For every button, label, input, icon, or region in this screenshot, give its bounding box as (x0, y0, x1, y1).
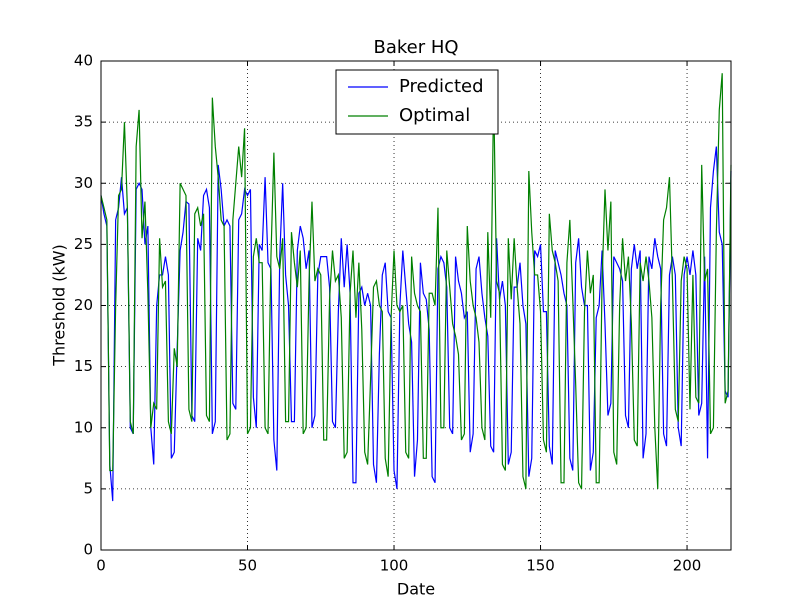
y-tick-label: 30 (74, 174, 93, 192)
data-line (100, 73, 732, 490)
y-tick-label: 20 (74, 296, 93, 314)
y-tick-label: 0 (83, 541, 93, 559)
x-tick-label: 100 (380, 557, 409, 575)
legend-label: Predicted (399, 76, 484, 97)
y-tick-label: 15 (74, 357, 93, 375)
legend: Predicted Optimal (335, 69, 499, 135)
plot-frame (100, 60, 732, 551)
y-tick-label: 25 (74, 235, 93, 253)
legend-box (335, 69, 499, 135)
y-tick-label: 5 (83, 479, 93, 497)
x-tick-label: 0 (96, 557, 106, 575)
y-tick-label: 35 (74, 113, 93, 131)
x-tick-label: 200 (673, 557, 702, 575)
x-tick-label: 150 (526, 557, 555, 575)
chart-title: Baker HQ (373, 37, 458, 58)
y-tick-label: 10 (74, 418, 93, 436)
x-tick-label: 50 (238, 557, 257, 575)
y-axis-label: Threshold (kW) (50, 244, 69, 367)
x-axis-label: Date (397, 580, 435, 599)
y-tick-label: 40 (74, 52, 93, 70)
legend-label: Optimal (399, 105, 470, 126)
data-line (100, 146, 732, 502)
